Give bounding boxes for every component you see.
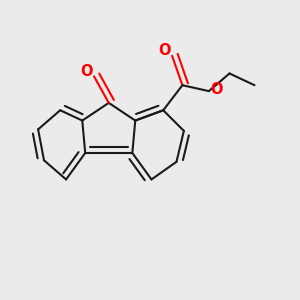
- Text: O: O: [158, 43, 171, 58]
- Text: O: O: [210, 82, 223, 97]
- Text: O: O: [80, 64, 93, 79]
